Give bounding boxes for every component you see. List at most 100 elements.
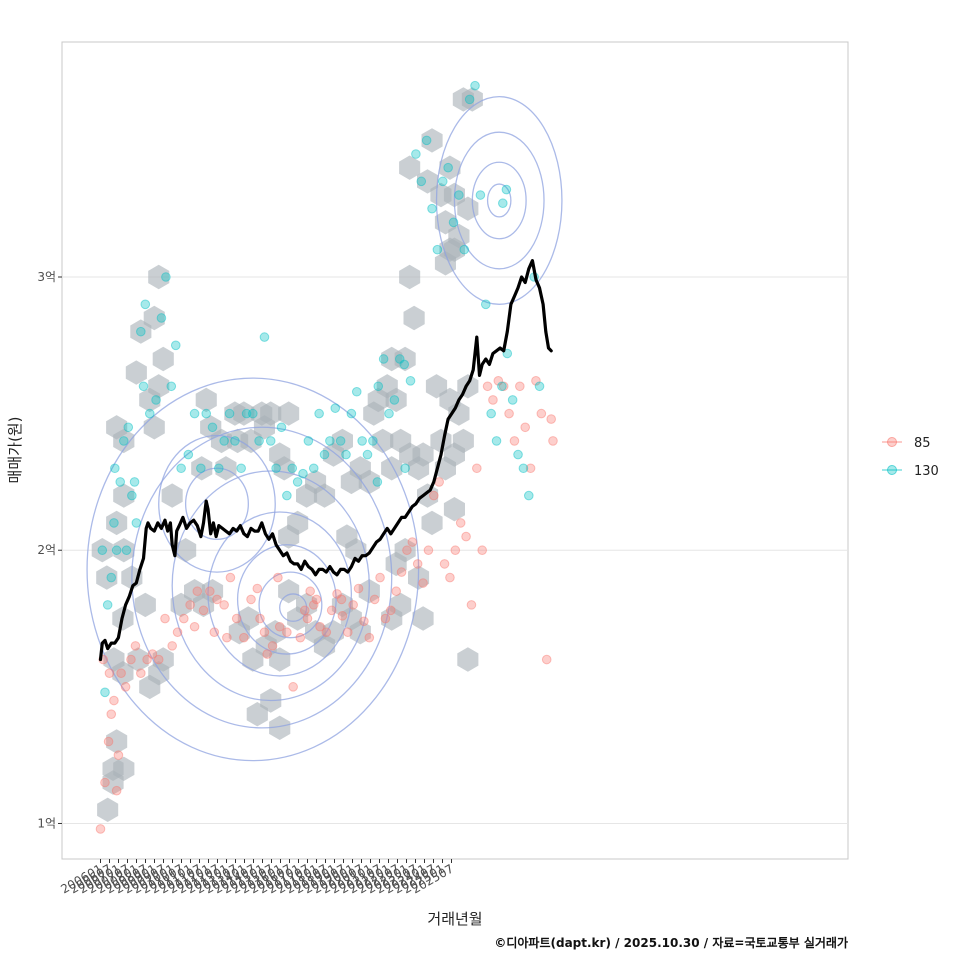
point-85 [308, 600, 319, 610]
point-130 [432, 244, 443, 255]
point-85 [386, 605, 396, 616]
density-contour [86, 377, 420, 762]
point-85 [493, 376, 504, 386]
point-85 [423, 545, 434, 556]
point-85 [130, 641, 141, 651]
hexbin-cell [403, 305, 425, 331]
point-130 [464, 94, 475, 105]
hexbin-cell [417, 169, 439, 194]
point-85 [515, 381, 525, 392]
point-130 [138, 381, 149, 392]
y-tick-label: 3억 [37, 270, 56, 284]
point-85 [488, 395, 498, 405]
point-130 [287, 463, 298, 474]
point-130 [394, 354, 405, 364]
point-130 [351, 386, 362, 397]
hexbin-cell [457, 196, 479, 221]
x-axis-title: 거래년월 [427, 910, 482, 928]
hexbin-cell [134, 592, 156, 618]
point-85 [153, 654, 164, 665]
legend-key-130 [887, 465, 897, 475]
legend: 85 130 [882, 436, 939, 479]
hexbin-cell [113, 428, 135, 454]
hexbin-cell [264, 620, 286, 645]
hexbin-cell [381, 606, 403, 631]
point-130 [319, 449, 330, 460]
point-85 [103, 736, 114, 747]
point-85 [548, 436, 558, 446]
point-130 [265, 436, 276, 446]
hexbin-cell [278, 401, 300, 426]
point-85 [466, 600, 477, 610]
point-85 [531, 376, 541, 386]
hexbin-cell [148, 264, 170, 290]
point-130 [498, 198, 508, 209]
point-85 [212, 594, 222, 605]
point-85 [498, 381, 509, 392]
hexbin-cell [191, 456, 213, 481]
point-85 [113, 750, 124, 760]
point-130 [325, 436, 335, 446]
point-130 [97, 545, 108, 556]
hexbin-cell [313, 483, 336, 508]
hexbin-cell [372, 428, 394, 454]
point-85 [412, 559, 423, 569]
point-130 [378, 354, 389, 364]
point-85 [219, 600, 229, 610]
point-130 [236, 463, 246, 474]
hexbin-cell [125, 360, 147, 385]
point-130 [102, 600, 113, 610]
point-85 [100, 777, 110, 788]
hexbin-cell [417, 483, 439, 508]
density-contour [435, 95, 563, 305]
point-130 [341, 449, 351, 460]
hexbin-cell [260, 401, 282, 426]
hexbin-cell [233, 401, 255, 426]
point-85 [198, 605, 209, 616]
point-130 [129, 477, 140, 487]
point-85 [239, 632, 249, 643]
point-85 [445, 572, 455, 583]
legend-label-85: 85 [914, 436, 931, 451]
hexbin-cell [412, 606, 434, 631]
point-85 [418, 578, 428, 588]
point-85 [380, 613, 391, 624]
hexbin-cell [242, 647, 264, 672]
point-130 [156, 313, 167, 323]
point-130 [282, 490, 292, 501]
point-130 [276, 422, 287, 433]
point-85 [189, 621, 200, 632]
point-130 [491, 436, 502, 446]
source-caption: ©디아파트(dapt.kr) / 2025.10.30 / 자료=국토교통부 실… [494, 935, 848, 950]
point-130 [335, 436, 346, 446]
point-130 [100, 687, 110, 698]
point-85 [315, 621, 325, 632]
point-130 [507, 395, 518, 405]
hexbin-cell [195, 387, 217, 413]
hexbin-cell [434, 251, 456, 276]
point-130 [207, 422, 218, 433]
point-85 [104, 668, 115, 678]
hexbin-cell [385, 387, 407, 413]
point-130 [271, 463, 281, 474]
hexbin-cell [448, 401, 470, 426]
point-85 [326, 605, 337, 616]
point-130 [248, 408, 258, 419]
point-85 [348, 600, 358, 610]
point-85 [147, 649, 158, 659]
point-85 [375, 572, 385, 583]
point-85 [160, 613, 170, 624]
point-130 [421, 135, 432, 146]
hexbin-cell [210, 428, 232, 454]
point-85 [106, 709, 117, 719]
hexbin-cell [161, 483, 183, 508]
hexbin-cell [443, 497, 465, 522]
point-130 [518, 463, 529, 474]
point-85 [126, 654, 136, 665]
point-85 [541, 654, 552, 665]
median-trend-line [98, 259, 553, 662]
point-85 [255, 613, 265, 624]
point-130 [123, 422, 134, 433]
point-130 [501, 184, 512, 195]
hexbin-cell [246, 702, 268, 727]
